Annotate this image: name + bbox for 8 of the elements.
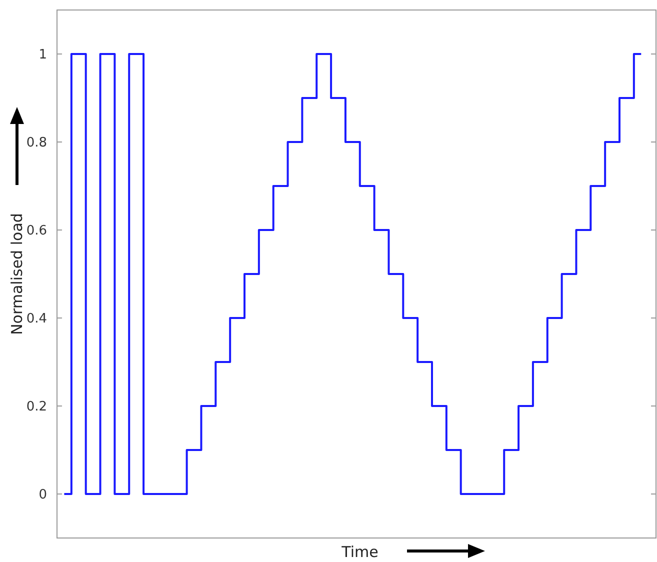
y-tick-label: 0.4 bbox=[26, 312, 47, 327]
y-tick-label: 0.8 bbox=[26, 136, 47, 151]
y-axis-title: Normalised load bbox=[8, 213, 26, 335]
y-tick-label: 0.6 bbox=[26, 224, 47, 239]
y-tick-label: 0.2 bbox=[26, 400, 47, 415]
y-tick-label: 1 bbox=[38, 48, 47, 63]
y-tick-label: 0 bbox=[38, 488, 47, 503]
x-axis-title: Time bbox=[340, 543, 378, 561]
